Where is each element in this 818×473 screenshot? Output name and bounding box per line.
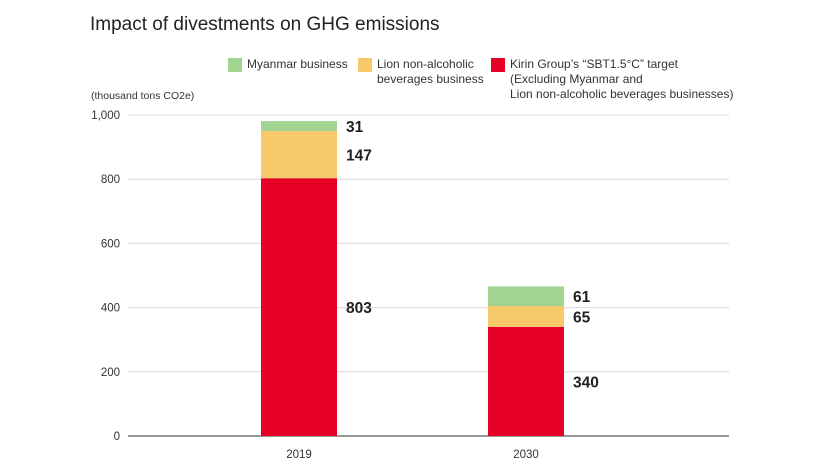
bar-segment-lion-2030	[488, 305, 564, 327]
bar-segment-myanmar-2030	[488, 286, 564, 306]
data-label-lion-2019: 147	[346, 148, 372, 165]
y-tick-label: 400	[101, 303, 120, 315]
legend-swatch-lion	[358, 58, 372, 72]
y-tick-label: 0	[114, 431, 120, 443]
x-tick-label: 2030	[513, 449, 539, 461]
legend-label-kirin: Kirin Group’s “SBT1.5°C” target (Excludi…	[510, 57, 734, 101]
data-label-kirin-2019: 803	[346, 300, 372, 317]
legend-swatch-myanmar	[228, 58, 242, 72]
chart-title: Impact of divestments on GHG emissions	[90, 14, 440, 35]
bar-segment-kirin-2019	[261, 178, 337, 436]
legend-swatch-kirin	[491, 58, 505, 72]
y-tick-label: 600	[101, 238, 120, 250]
y-tick-label: 800	[101, 174, 120, 186]
legend-label-myanmar: Myanmar business	[247, 57, 348, 71]
y-tick-label: 200	[101, 367, 120, 379]
legend-label-lion: Lion non-alcoholic beverages business	[377, 57, 484, 86]
data-label-kirin-2030: 340	[573, 374, 599, 391]
data-label-lion-2030: 65	[573, 309, 591, 326]
x-tick-label: 2019	[286, 449, 312, 461]
bar-segment-lion-2019	[261, 131, 337, 179]
y-tick-label: 1,000	[91, 110, 120, 122]
bar-segment-kirin-2030	[488, 326, 564, 436]
data-label-myanmar-2019: 31	[346, 119, 364, 136]
bar-segment-myanmar-2019	[261, 121, 337, 132]
data-label-myanmar-2030: 61	[573, 289, 591, 306]
y-axis-unit-label: (thousand tons CO2e)	[91, 90, 195, 102]
